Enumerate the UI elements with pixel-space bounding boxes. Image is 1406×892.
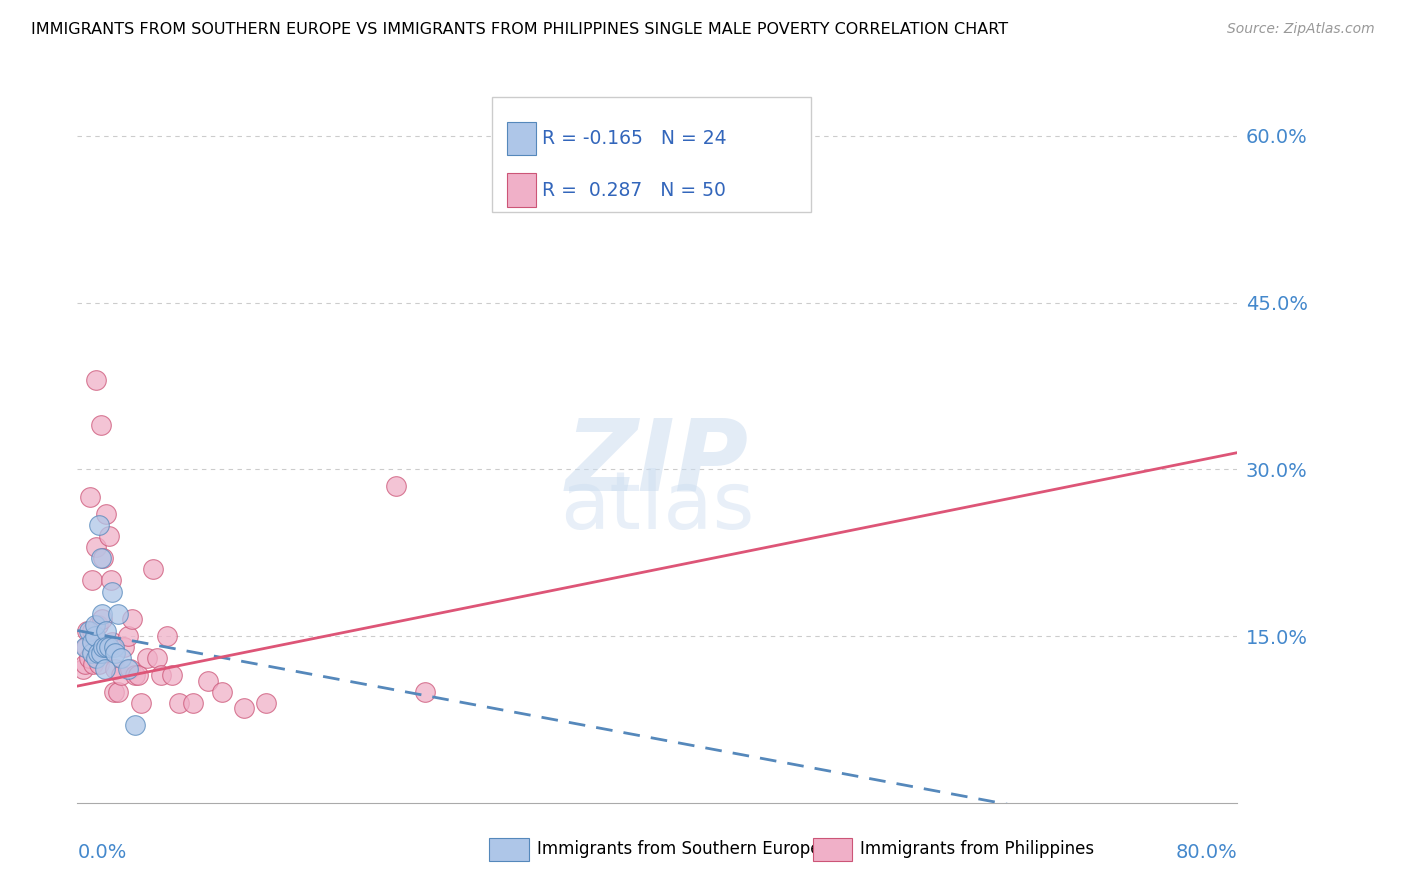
Text: R = -0.165   N = 24: R = -0.165 N = 24 [541,129,727,148]
Point [84,651,107,665]
Text: 80.0%: 80.0% [1175,843,1237,862]
Text: 0.0%: 0.0% [77,843,127,862]
Point [101,584,124,599]
Point [124,668,146,682]
Point [77,651,100,665]
Point [197,673,219,688]
Point [77,624,100,638]
Text: ZIP: ZIP [565,415,749,512]
Point [112,640,135,655]
Point [110,651,132,665]
Point [93,640,115,655]
Point [80,634,103,648]
Point [93,551,115,566]
Point [82,657,104,671]
Point [90,551,111,566]
Point [156,629,179,643]
Point [104,646,127,660]
Text: IMMIGRANTS FROM SOUTHERN EUROPE VS IMMIGRANTS FROM PHILIPPINES SINGLE MALE POVER: IMMIGRANTS FROM SOUTHERN EUROPE VS IMMIG… [31,22,1008,37]
Text: Source: ZipAtlas.com: Source: ZipAtlas.com [1227,22,1375,37]
Point [83,634,105,648]
Point [96,624,118,638]
Point [100,574,122,588]
Point [91,607,114,621]
Point [84,373,107,387]
Point [93,646,115,660]
Point [127,668,149,682]
Point [98,529,121,543]
Point [129,696,152,710]
Point [76,624,98,638]
Point [73,657,96,671]
Point [87,634,110,648]
Point [84,540,107,554]
Point [142,562,165,576]
Point [72,662,94,676]
Point [97,640,120,655]
Point [107,684,129,698]
Point [385,479,408,493]
Point [254,696,277,710]
Point [73,640,96,655]
Point [87,517,110,532]
Text: R =  0.287   N = 50: R = 0.287 N = 50 [541,181,725,200]
Point [117,629,139,643]
Point [87,657,110,671]
Point [103,640,125,655]
Point [96,507,118,521]
Point [80,574,103,588]
Point [79,490,101,504]
Text: atlas: atlas [560,467,755,546]
Point [160,668,183,682]
Point [86,618,108,632]
Point [80,624,103,638]
Point [103,684,125,698]
Point [146,651,169,665]
Point [86,646,108,660]
Point [183,696,205,710]
Point [94,662,117,676]
Point [75,640,97,655]
Point [90,646,111,660]
Point [104,662,127,676]
Point [96,640,118,655]
Point [110,668,132,682]
Point [167,696,190,710]
Point [117,662,139,676]
Point [211,684,233,698]
Point [136,651,159,665]
Point [86,646,108,660]
Point [83,618,105,632]
Point [91,612,114,626]
Point [83,629,105,643]
Point [413,684,436,698]
Point [233,701,256,715]
Point [107,607,129,621]
Point [90,417,111,432]
Point [150,668,173,682]
Text: Immigrants from Philippines: Immigrants from Philippines [860,840,1095,858]
Text: Immigrants from Southern Europe: Immigrants from Southern Europe [537,840,821,858]
Point [101,634,124,648]
Point [80,646,103,660]
Point [98,640,121,655]
Point [121,612,143,626]
Point [124,718,146,732]
Point [118,662,141,676]
